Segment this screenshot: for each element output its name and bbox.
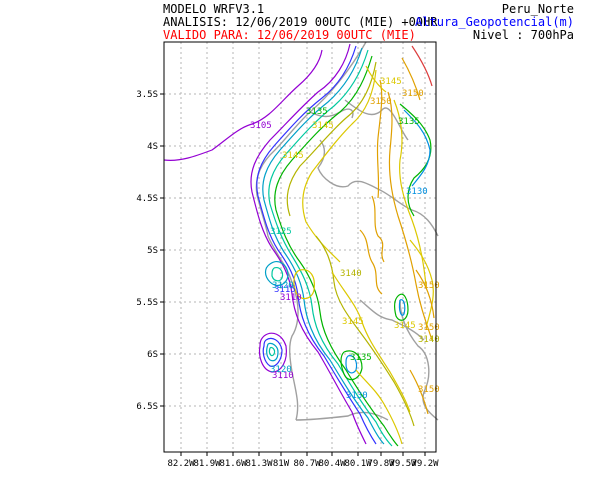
lat-tick-label: 4.5S — [136, 194, 158, 204]
analysis-time: ANALISIS: 12/06/2019 00UTC (MIE) +00HR — [163, 15, 438, 29]
contour-label-3110-south: 3110 — [272, 371, 294, 381]
lon-tick-label: 81.6W — [219, 459, 247, 469]
lon-tick-label: 79.2W — [411, 459, 439, 469]
contour-label-3150-s: 3150 — [418, 323, 440, 333]
contour-label-3145-south: 3145 — [342, 317, 364, 327]
contour-label-3145: 3145 — [312, 121, 334, 131]
contour-label-3145-se: 3145 — [394, 321, 416, 331]
lon-tick-label: 79.5W — [389, 459, 417, 469]
lat-tick-label: 6S — [147, 350, 158, 360]
lon-tick-label: 80.4W — [318, 459, 346, 469]
contour-label-3145-west: 3145 — [282, 151, 304, 161]
contour-label-3140: 3140 — [340, 269, 362, 279]
latitude-axis: 3.5S 4S 4.5S 5S 5.5S 6S 6.5S — [136, 90, 164, 412]
contour-label-3110: 3110 — [280, 293, 302, 303]
contour-label-3135-east: 3135 — [398, 117, 420, 127]
lon-tick-label: 81.9W — [193, 459, 221, 469]
pressure-level: Nivel : 700hPa — [472, 28, 574, 42]
contour-label-3150-east: 3150 — [402, 89, 424, 99]
contour-label-3135: 3135 — [306, 107, 328, 117]
contour-label-3115: 3115 — [274, 285, 296, 295]
lat-tick-label: 5.5S — [136, 298, 158, 308]
contour-label-3120: 3120 — [272, 281, 294, 291]
contour-label-3140-east: 3140 — [418, 335, 440, 345]
lon-tick-label: 82.2W — [167, 459, 195, 469]
contour-label-3125: 3125 — [270, 227, 292, 237]
lat-tick-label: 5S — [147, 246, 158, 256]
contour-label-3130: 3130 — [346, 391, 368, 401]
lat-tick-label: 6.5S — [136, 402, 158, 412]
lat-tick-label: 3.5S — [136, 90, 158, 100]
contour-label-3150-se: 3150 — [418, 281, 440, 291]
variable-name: Altura_Geopotencial(m) — [415, 15, 574, 29]
contour-lines — [163, 43, 435, 447]
region-name: Peru_Norte — [501, 2, 574, 16]
model-title: MODELO WRFV3.1 — [163, 2, 265, 16]
contour-label-3135-south: 3135 — [350, 353, 372, 363]
lon-tick-label: 81W — [273, 459, 290, 469]
contour-labels: 3105 3110 3115 3120 3110 3120 3125 3130 … — [250, 77, 440, 401]
valid-time: VALIDO PARA: 12/06/2019 00UTC (MIE) — [163, 28, 416, 42]
lon-tick-label: 79.8W — [367, 459, 395, 469]
contour-label-3150: 3150 — [370, 97, 392, 107]
map-frame — [163, 41, 437, 453]
contour-label-3105: 3105 — [250, 121, 272, 131]
contour-label-3150-far-s: 3150 — [418, 385, 440, 395]
contour-label-3130-east: 3130 — [406, 187, 428, 197]
contour-label-3145-ne: 3145 — [380, 77, 402, 87]
lon-tick-label: 80.1W — [344, 459, 372, 469]
lat-tick-label: 4S — [147, 142, 158, 152]
contour-label-3120-south: 3120 — [270, 365, 292, 375]
lon-tick-label: 80.7W — [293, 459, 321, 469]
lon-tick-label: 81.3W — [245, 459, 273, 469]
